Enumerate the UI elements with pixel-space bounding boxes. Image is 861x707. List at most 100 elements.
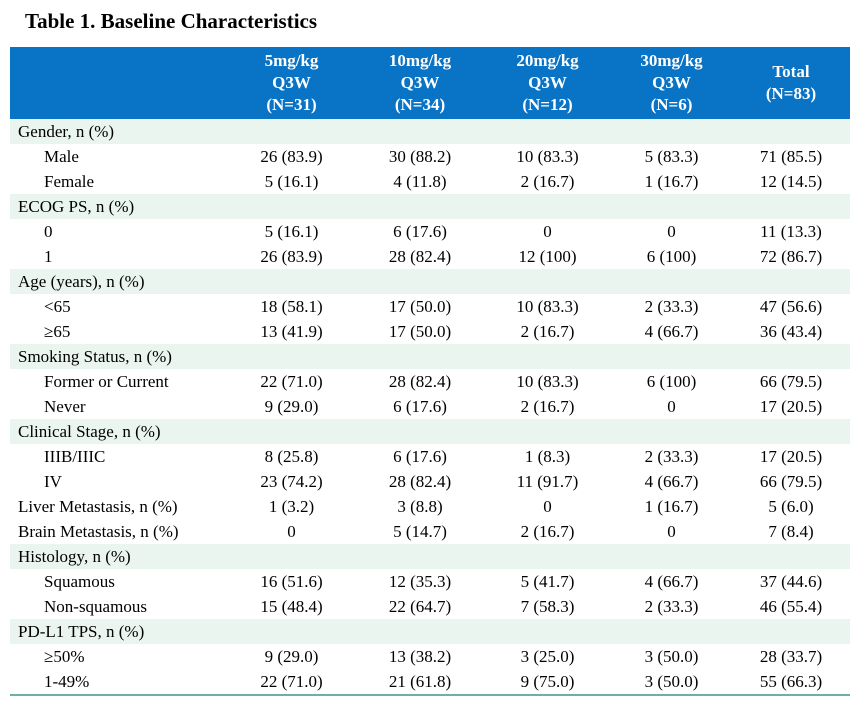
cell-value: 28 (82.4) [388,247,452,266]
cell-value [227,194,356,219]
row-label: IIIB/IIIC [44,447,106,466]
cell-value: 28 (82.4) [388,372,452,391]
cell-value [732,344,850,369]
cell-value [732,419,850,444]
cell-value [611,344,732,369]
cell-value [732,544,850,569]
row-label: Non-squamous [44,597,147,616]
header-line: Q3W [400,73,440,92]
cell-value [484,194,611,219]
cell-value [484,544,611,569]
header-line: Total [772,62,810,81]
cell-value [732,269,850,294]
header-line: Q3W [272,73,311,92]
cell-value: 22 (64.7) [388,597,452,616]
cell-value: 6 (100) [646,372,697,391]
cell-value: 3 (25.0) [520,647,575,666]
row-label: ECOG PS, n (%) [10,194,227,219]
row-label: Squamous [44,572,115,591]
row-label: Age (years), n (%) [10,269,227,294]
cell-value: 26 (83.9) [260,247,323,266]
cell-value: 28 (82.4) [388,472,452,491]
cell-value [227,619,356,644]
cell-value [732,194,850,219]
header-col-30mgkg: 30mg/kg Q3W (N=6) [611,47,732,119]
section-row: Smoking Status, n (%) [10,344,850,369]
cell-value: 37 (44.6) [759,572,823,591]
row-label: 1-49% [44,672,90,691]
cell-value: 46 (55.4) [759,597,823,616]
cell-value [611,194,732,219]
cell-value: 3 (50.0) [644,672,699,691]
row-label: Never [44,397,86,416]
cell-value [484,419,611,444]
cell-value: 21 (61.8) [388,672,452,691]
cell-value [227,119,356,144]
header-line: (N=31) [266,95,317,114]
table-row: IIIB/IIIC 8 (25.8) 6 (17.6) 1 (8.3) 2 (33.3)… [10,444,850,469]
page: Table 1. Baseline Characteristics 5mg/kg… [0,8,861,696]
header-line: Q3W [528,73,567,92]
cell-value [732,619,850,644]
cell-value: 2 (16.7) [520,397,575,416]
cell-value [227,269,356,294]
table-row: 1 26 (83.9) 28 (82.4) 12 (100) 6 (100) 72 (86… [10,244,850,269]
cell-value: 12 (100) [518,247,577,266]
header-line: (N=34) [394,95,446,114]
row-label: Female [44,172,95,191]
cell-value [611,544,732,569]
cell-value: 10 (83.3) [516,147,579,166]
table-row: 1-49% 22 (71.0) 21 (61.8) 9 (75.0) 3 (50.0) 5… [10,669,850,695]
cell-value [611,619,732,644]
cell-value: 22 (71.0) [260,672,323,691]
cell-value: 0 [543,497,552,516]
cell-value: 0 [667,397,676,416]
row-label: <65 [44,297,71,316]
table-row: Male 26 (83.9) 30 (88.2) 10 (83.3) 5 (83.3) 7… [10,144,850,169]
header-line: (N=83) [765,84,817,103]
cell-value: 13 (38.2) [388,647,452,666]
cell-value: 0 [667,522,676,541]
cell-value: 4 (11.8) [393,172,447,191]
cell-value [227,544,356,569]
cell-value: 1 (16.7) [644,497,699,516]
table-row: Squamous 16 (51.6) 12 (35.3) 5 (41.7) 4 (66.… [10,569,850,594]
cell-value: 0 [543,222,552,241]
cell-value: 1 (16.7) [644,172,699,191]
cell-value [356,119,484,144]
row-label: 0 [44,222,53,241]
header-col-20mgkg: 20mg/kg Q3W (N=12) [484,47,611,119]
table-body: Gender, n (%) Male 26 (83.9) 30 (88.2) 10 (8… [10,119,850,695]
cell-value: 2 (16.7) [520,522,575,541]
cell-value: 2 (16.7) [520,322,575,341]
cell-value: 15 (48.4) [260,597,323,616]
cell-value [484,619,611,644]
cell-value: 5 (6.0) [768,497,814,516]
cell-value [356,619,484,644]
row-label: Gender, n (%) [10,119,227,144]
cell-value: 17 (50.0) [388,297,452,316]
header-col-5mgkg: 5mg/kg Q3W (N=31) [227,47,356,119]
cell-value: 10 (83.3) [516,297,579,316]
row-label: Smoking Status, n (%) [10,344,227,369]
table-row: Brain Metastasis, n (%) 0 5 (14.7) 2 (16.7)… [10,519,850,544]
section-row: ECOG PS, n (%) [10,194,850,219]
cell-value [484,344,611,369]
cell-value: 0 [667,222,676,241]
cell-value [356,344,484,369]
cell-value: 66 (79.5) [759,472,823,491]
cell-value: 9 (29.0) [264,647,319,666]
cell-value: 2 (33.3) [644,297,699,316]
cell-value [611,269,732,294]
cell-value [484,119,611,144]
cell-value: 5 (41.7) [520,572,575,591]
cell-value: 2 (33.3) [644,447,699,466]
header-line: 30mg/kg [640,51,703,70]
row-label: Liver Metastasis, n (%) [18,497,178,516]
cell-value: 66 (79.5) [759,372,823,391]
cell-value: 11 (13.3) [760,222,822,241]
table-row: Liver Metastasis, n (%) 1 (3.2) 3 (8.8) 0 1 … [10,494,850,519]
table-title: Table 1. Baseline Characteristics [25,9,318,33]
cell-value: 6 (17.6) [393,397,447,416]
row-label: Brain Metastasis, n (%) [18,522,179,541]
